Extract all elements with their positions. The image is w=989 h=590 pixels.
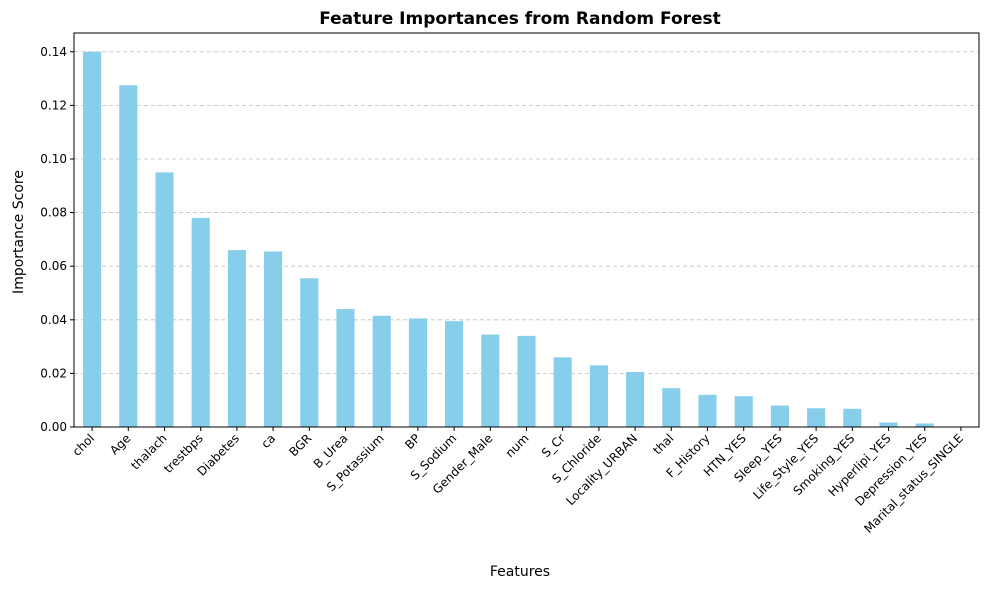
- y-axis-label: Importance Score: [11, 170, 27, 294]
- x-tick-label: Life_Style_YES: [750, 431, 821, 502]
- y-tick-label: 0.10: [40, 152, 67, 166]
- bar-b-urea: [336, 309, 355, 427]
- bar-thalach: [155, 172, 174, 427]
- y-tick-label: 0.04: [40, 313, 67, 327]
- bar-age: [119, 85, 138, 427]
- x-tick-label: Hyperlipi_YES: [826, 431, 894, 499]
- bar-s-potassium: [372, 315, 391, 427]
- bars: [83, 51, 970, 428]
- y-tick-label: 0.06: [40, 259, 67, 273]
- bar-s-chloride: [589, 365, 608, 427]
- bar-sleep-yes: [770, 405, 789, 427]
- x-tick-label: S_Cr: [539, 431, 568, 460]
- bar-life-style-yes: [807, 408, 826, 427]
- bar-bgr: [300, 278, 319, 427]
- bar-hyperlipi-yes: [879, 422, 898, 427]
- bar-locality-urban: [626, 372, 645, 427]
- x-tick-label: BP: [402, 431, 423, 452]
- bar-num: [517, 335, 536, 427]
- y-axis-ticks: 0.00 0.02 0.04 0.06 0.08 0.10 0.12 0.14: [40, 45, 74, 434]
- bar-f-history: [698, 394, 717, 427]
- bar-gender-male: [481, 334, 500, 427]
- bar-ca: [264, 251, 283, 427]
- x-tick-label: thal: [650, 431, 676, 457]
- bar-depression-yes: [915, 423, 934, 427]
- bar-s-sodium: [445, 321, 464, 427]
- x-tick-label: Age: [107, 431, 133, 457]
- x-tick-label: chol: [70, 431, 97, 458]
- x-axis-label: Features: [490, 564, 550, 580]
- y-tick-label: 0.02: [40, 366, 67, 380]
- bar-htn-yes: [734, 396, 753, 427]
- bar-thal: [662, 388, 681, 427]
- chart-title: Feature Importances from Random Forest: [319, 9, 721, 29]
- y-tick-label: 0.00: [40, 420, 67, 434]
- x-tick-label: BGR: [286, 431, 314, 459]
- bar-trestbps: [191, 217, 210, 427]
- y-tick-label: 0.14: [40, 45, 67, 59]
- bar-s-cr: [553, 357, 572, 427]
- y-tick-label: 0.08: [40, 206, 67, 220]
- bar-chol: [83, 51, 102, 428]
- x-tick-label: ca: [258, 431, 278, 451]
- bar-bp: [408, 318, 427, 427]
- bar-diabetes: [227, 250, 246, 427]
- bar-smoking-yes: [843, 408, 862, 427]
- y-tick-label: 0.12: [40, 98, 67, 112]
- x-tick-label: num: [503, 431, 532, 460]
